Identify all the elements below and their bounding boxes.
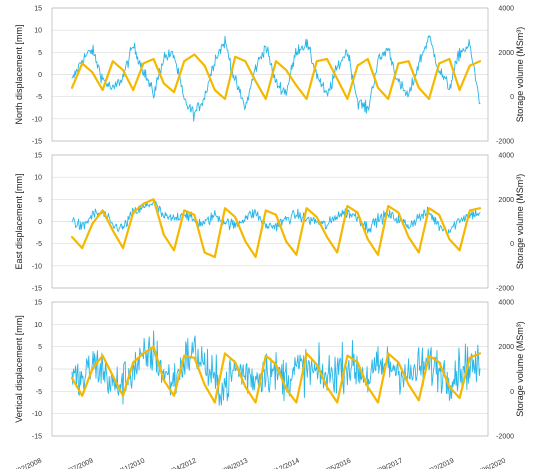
y2-tick-label: 0	[510, 94, 514, 101]
y-tick-label: -10	[32, 263, 42, 270]
y2-tick-label: 0	[510, 389, 514, 396]
plot-area	[51, 154, 489, 289]
y-axis-label: Vertical displacement [mm]	[14, 315, 24, 423]
y-tick-label: -15	[32, 286, 42, 293]
x-tick-label: 18/06/2020	[472, 457, 507, 469]
panel-2: -15 -10 -5 0 5 10 15 -2000 0 2000 4000 East displac…	[14, 153, 525, 293]
y-tick-label: -5	[36, 389, 42, 396]
y-tick-label: 15	[34, 153, 42, 160]
y-tick-label: 10	[34, 175, 42, 182]
y-tick-label: 5	[38, 344, 42, 351]
displacement-line	[71, 200, 481, 236]
x-tick-label: 06/07/2009	[60, 457, 95, 469]
panel-1: -15 -10 -5 0 5 10 15 -2000 0 2000 4000 North displa…	[14, 6, 525, 146]
y2-tick-label: 2000	[498, 50, 514, 57]
y-tick-label: -15	[32, 434, 42, 441]
y2-tick-label: 2000	[498, 344, 514, 351]
y2-tick-label: 4000	[498, 153, 514, 160]
y-tick-label: -15	[32, 139, 42, 146]
displacement-line	[71, 330, 481, 406]
y-tick-label: -10	[32, 411, 42, 418]
y2-tick-label: 0	[510, 241, 514, 248]
storage-volume-line	[70, 345, 482, 404]
y-tick-label: -5	[36, 241, 42, 248]
y2-tick-label: 2000	[498, 197, 514, 204]
displacement-line	[71, 35, 481, 122]
y-tick-label: 5	[38, 197, 42, 204]
y-tick-label: -5	[36, 94, 42, 101]
y2-axis-label: Storage volume (MSm³)	[515, 27, 525, 123]
y-tick-label: 0	[38, 219, 42, 226]
y-tick-label: 5	[38, 50, 42, 57]
y-axis-label: East displacement [mm]	[14, 173, 24, 269]
x-tick-label: 01/04/2012	[163, 457, 198, 469]
x-tick-label: 22/02/2008	[8, 457, 43, 469]
y2-tick-label: -2000	[496, 434, 514, 441]
x-tick-label: 22/09/2017	[369, 457, 404, 469]
x-tick-label: 27/12/2014	[266, 457, 301, 469]
panel-3: -15 -10 -5 0 5 10 15 -2000 0 2000 4000 Vertical dis…	[8, 300, 525, 469]
y-tick-label: 0	[38, 367, 42, 374]
y-tick-label: 15	[34, 300, 42, 307]
y2-axis-label: Storage volume (MSm³)	[515, 174, 525, 270]
storage-volume-line	[70, 53, 482, 100]
y-tick-label: 10	[34, 322, 42, 329]
x-tick-label: 04/02/2019	[421, 457, 456, 469]
plot-area	[51, 7, 489, 142]
x-tick-label: 10/05/2016	[317, 457, 352, 469]
y2-tick-label: 4000	[498, 6, 514, 13]
y-axis-label: North displacement [mm]	[14, 24, 24, 124]
y-tick-label: 0	[38, 72, 42, 79]
x-tick-label: 18/11/2010	[112, 457, 146, 469]
y2-axis-label: Storage volume (MSm³)	[515, 321, 525, 417]
y2-tick-label: 4000	[498, 300, 514, 307]
storage-volume-line	[70, 198, 482, 259]
y-tick-label: 10	[34, 28, 42, 35]
y2-tick-label: -2000	[496, 139, 514, 146]
y2-tick-label: -2000	[496, 286, 514, 293]
x-tick-label: 14/08/2013	[214, 457, 249, 469]
y-tick-label: 15	[34, 6, 42, 13]
y-tick-label: -10	[32, 116, 42, 123]
plot-area	[51, 301, 489, 437]
